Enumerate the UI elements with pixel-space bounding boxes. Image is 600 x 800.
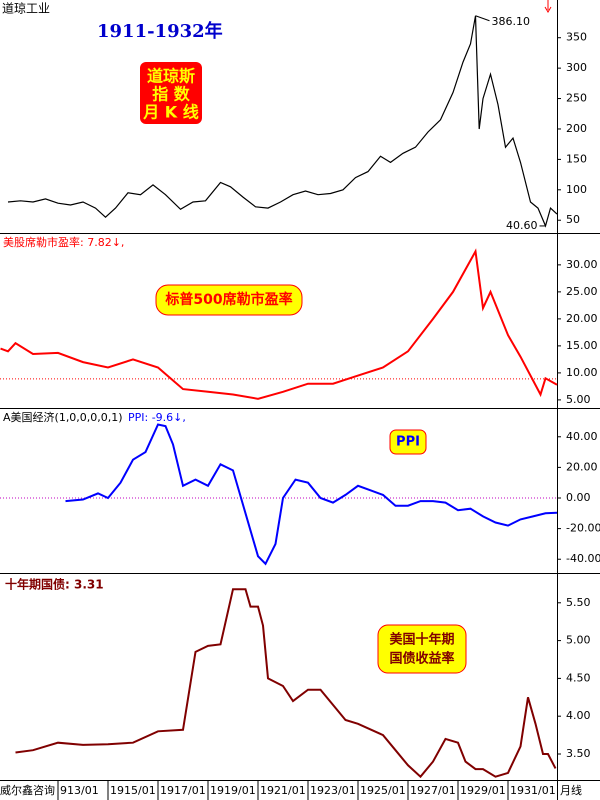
annotation-box xyxy=(389,429,427,455)
annotation: 国债收益率 xyxy=(389,651,454,667)
x-tick-label: 1919/01 xyxy=(210,784,256,797)
x-tick-label: 1917/01 xyxy=(160,784,206,797)
annotation-box xyxy=(140,62,202,124)
y-tick-label: 4.00 xyxy=(566,709,591,722)
annotation-box xyxy=(155,284,303,316)
series-line xyxy=(15,588,557,779)
y-tick-label: 0.00 xyxy=(566,491,591,504)
y-tick-label: 20.00 xyxy=(566,312,598,325)
y-tick-label: 4.50 xyxy=(566,671,591,684)
series-line xyxy=(7,15,558,228)
arrow xyxy=(544,0,552,13)
subtitle: 1911-1932年 xyxy=(97,20,223,42)
x-tick-label: 1927/01 xyxy=(410,784,456,797)
annotation: 标普500席勒市盈率 xyxy=(164,291,292,308)
y-tick-label: 200 xyxy=(566,122,587,135)
y-tick-label: 350 xyxy=(566,31,587,44)
y-tick-label: 25.00 xyxy=(566,285,598,298)
x-tick-label: 1923/01 xyxy=(310,784,356,797)
series-line xyxy=(65,423,558,566)
y-tick-label: -40.00 xyxy=(566,552,600,565)
x-tick-label: 1929/01 xyxy=(460,784,506,797)
y-tick-label: 50 xyxy=(566,213,580,226)
annotation: PPI xyxy=(396,435,420,450)
series-line xyxy=(0,248,558,400)
panel-title: 十年期国债: 3.31 xyxy=(5,577,104,592)
annotation-box xyxy=(377,624,467,674)
y-tick-label: 150 xyxy=(566,152,587,165)
y-tick-label: 3.50 xyxy=(566,747,591,760)
y-tick-label: 100 xyxy=(566,183,587,196)
annotation: 月 K 线 xyxy=(142,103,199,122)
y-tick-label: 10.00 xyxy=(566,366,598,379)
annotation: 美国十年期 xyxy=(389,632,454,648)
y-tick-label: 250 xyxy=(566,92,587,105)
annotation: 道琼斯 xyxy=(147,67,195,86)
peak-label: 386.10 xyxy=(492,15,531,28)
y-tick-label: 20.00 xyxy=(566,460,598,473)
y-tick-label: 5.50 xyxy=(566,596,591,609)
trough-label: 40.60 xyxy=(506,219,538,232)
x-tick-label: 1925/01 xyxy=(360,784,406,797)
footer-label: 威尔鑫咨询 xyxy=(0,783,55,797)
footer-label: 月线 xyxy=(560,783,582,797)
peak-pointer xyxy=(475,15,490,22)
x-tick-label: 1915/01 xyxy=(110,784,156,797)
y-tick-label: 30.00 xyxy=(566,258,598,271)
y-tick-label: 5.00 xyxy=(566,393,591,406)
panel-title: 道琼工业 xyxy=(2,1,50,16)
annotation: 指 数 xyxy=(152,85,191,104)
indicator-label: PPI: -9.6↓, xyxy=(128,411,186,424)
panel-title: A美国经济(1,0,0,0,0,1) xyxy=(3,410,123,424)
x-tick-label: 1921/01 xyxy=(260,784,306,797)
panel-title: 美股席勒市盈率: 7.82↓, xyxy=(3,235,124,249)
x-tick-label: 913/01 xyxy=(60,784,99,797)
annotation-group: 道琼斯 指 数 月 K 线 xyxy=(142,67,199,122)
y-tick-label: 300 xyxy=(566,61,587,74)
y-tick-label: 5.00 xyxy=(566,634,591,647)
y-tick-label: -20.00 xyxy=(566,522,600,535)
x-tick-label: 1931/01 xyxy=(510,784,556,797)
y-tick-label: 40.00 xyxy=(566,430,598,443)
y-tick-label: 15.00 xyxy=(566,339,598,352)
